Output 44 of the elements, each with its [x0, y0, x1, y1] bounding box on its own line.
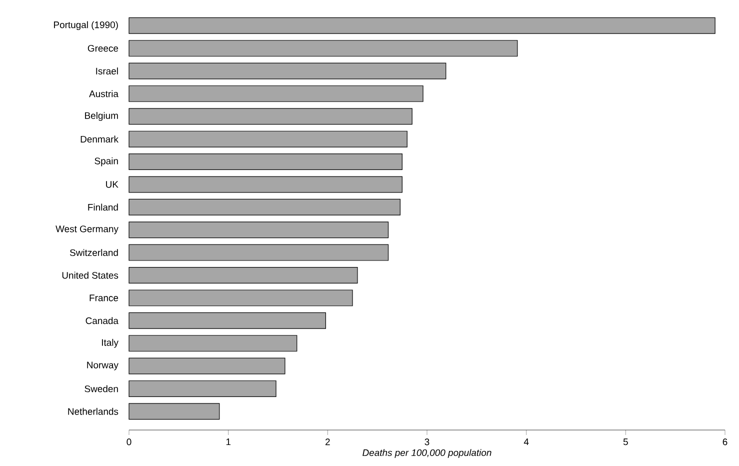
y-tick-label: Norway — [87, 362, 118, 370]
bar — [128, 154, 402, 170]
bar — [128, 17, 716, 34]
y-tick-label: Italy — [102, 338, 118, 348]
x-tick-label: 2 — [326, 438, 330, 446]
bar — [128, 198, 400, 216]
y-tick-label: Portugal (1990) — [54, 21, 118, 30]
bar — [128, 290, 353, 306]
y-tick-label: Switzerland — [70, 249, 118, 256]
y-tick-label: Austria — [89, 90, 118, 98]
y-tick-label: United States — [62, 272, 118, 279]
bar — [128, 403, 220, 420]
y-tick-label: Sweden — [84, 385, 118, 392]
bar — [128, 85, 424, 102]
y-tick-label: Finland — [88, 204, 118, 211]
y-tick-label: Israel — [96, 68, 118, 74]
y-tick-label: Canada — [86, 317, 118, 324]
y-tick-label: Denmark — [80, 136, 118, 143]
bar — [128, 266, 358, 284]
bar — [128, 358, 286, 374]
bar — [128, 62, 446, 80]
x-tick-label: 1 — [226, 438, 230, 446]
x-tick-label: 4 — [524, 438, 529, 446]
x-axis-title: Deaths per 100,000 population — [362, 449, 492, 458]
bar — [128, 108, 412, 125]
y-tick-label: Belgium — [85, 112, 118, 121]
x-tick-label: 0 — [126, 438, 132, 446]
bar — [128, 176, 402, 193]
y-tick-label: Greece — [88, 44, 118, 52]
x-tick-label: 3 — [424, 438, 430, 446]
x-tick-label: 6 — [722, 438, 728, 446]
bar — [128, 222, 389, 238]
y-tick-label: UK — [106, 181, 118, 188]
y-tick-label: West Germany — [56, 226, 118, 234]
y-tick-label: France — [90, 294, 118, 302]
y-tick-label: Spain — [94, 157, 118, 166]
bar — [128, 380, 276, 397]
bar — [128, 244, 389, 261]
bar — [128, 335, 298, 352]
bar — [128, 130, 408, 148]
bar — [128, 312, 326, 329]
x-tick-label: 5 — [623, 438, 628, 446]
y-tick-label: Netherlands — [68, 408, 118, 415]
bar — [128, 40, 518, 57]
